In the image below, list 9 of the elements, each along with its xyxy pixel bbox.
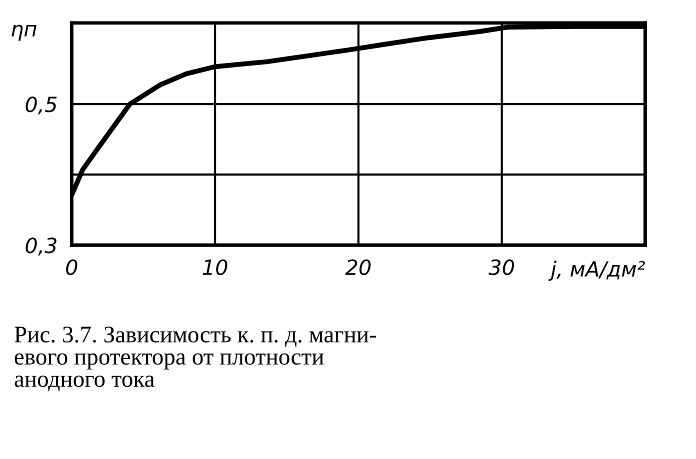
- x-tick-label: 10: [202, 259, 228, 276]
- x-tick-label: 30: [488, 259, 514, 276]
- x-tick-label: 0: [66, 259, 78, 276]
- y-axis-title: ηп: [12, 24, 36, 41]
- x-tick-label: 20: [345, 259, 371, 276]
- y-tick-label: 0,5: [26, 96, 57, 114]
- x-axis-title: j, мА/дм²: [548, 260, 645, 281]
- text: Рис. 3.7. Зависимость к. п. д. магни- евого протектора от плотности анодного тока: [14, 326, 376, 392]
- y-tick-label: 0,3: [26, 238, 56, 256]
